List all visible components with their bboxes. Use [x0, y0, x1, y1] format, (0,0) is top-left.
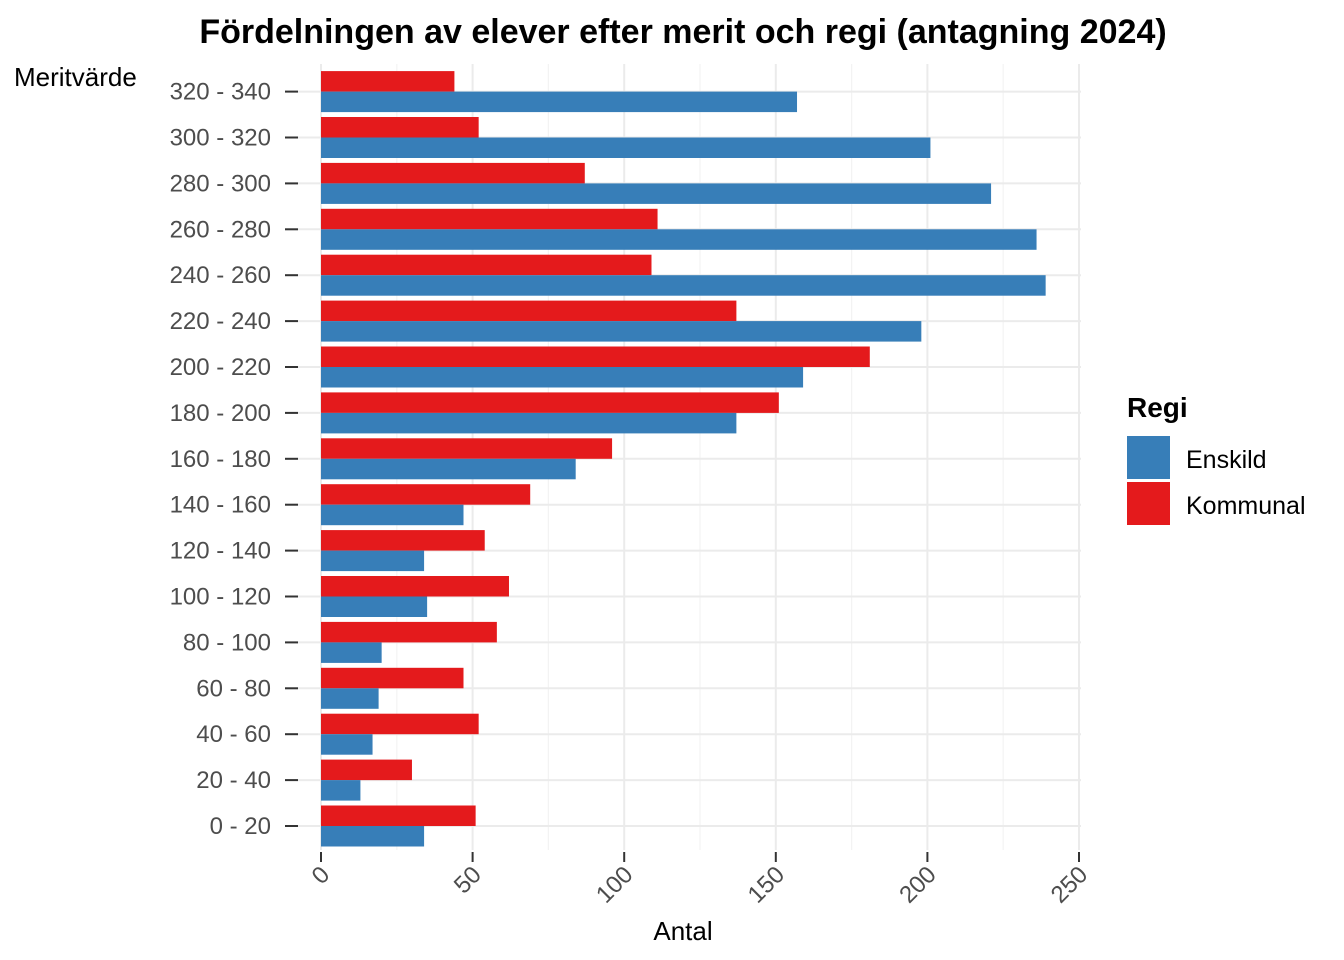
x-axis-title: Antal	[653, 916, 712, 946]
y-tick-label: 240 - 260	[170, 262, 271, 289]
legend-swatch-kommunal	[1127, 482, 1170, 525]
bar-kommunal	[321, 805, 476, 826]
bar-enskild	[321, 504, 464, 526]
legend: Regi Enskild Kommunal	[1127, 392, 1306, 525]
bar-kommunal	[321, 208, 658, 230]
y-tick-label: 140 - 160	[170, 492, 271, 519]
bar-kommunal	[321, 71, 455, 92]
y-axis: 0 - 20 20 - 40 40 - 60 60 - 80 80 - 100 100 -…	[170, 79, 298, 840]
bar-enskild	[321, 183, 992, 204]
bar-enskild	[321, 596, 428, 617]
bar-enskild	[321, 321, 922, 342]
y-tick-label: 0 - 20	[210, 813, 271, 840]
y-tick-label: 260 - 280	[170, 216, 271, 243]
bar-enskild	[321, 412, 737, 434]
y-tick-label: 100 - 120	[170, 584, 271, 611]
x-tick-label: 50	[449, 861, 487, 899]
y-tick-label: 120 - 140	[170, 538, 271, 565]
bar-kommunal	[321, 117, 479, 138]
chart-title: Fördelningen av elever efter merit och r…	[199, 13, 1166, 51]
y-tick-label: 300 - 320	[170, 125, 271, 152]
bars	[321, 71, 1046, 847]
x-axis: 0 50 100 150 200 250	[307, 852, 1093, 909]
bar-kommunal	[321, 392, 779, 413]
y-tick-label: 280 - 300	[170, 170, 271, 197]
bar-kommunal	[321, 530, 485, 551]
legend-title: Regi	[1127, 392, 1188, 423]
y-tick-label: 60 - 80	[196, 675, 271, 702]
bar-enskild	[321, 688, 379, 709]
bar-kommunal	[321, 713, 479, 735]
bar-kommunal	[321, 759, 412, 781]
x-tick-label: 200	[894, 861, 941, 908]
bar-enskild	[321, 826, 425, 847]
y-tick-label: 40 - 60	[196, 721, 271, 748]
y-tick-label: 180 - 200	[170, 400, 271, 427]
x-tick-label: 0	[307, 861, 336, 890]
bar-enskild	[321, 642, 382, 663]
bar-enskild	[321, 734, 373, 755]
bar-kommunal	[321, 346, 870, 367]
y-tick-label: 20 - 40	[196, 767, 271, 794]
bar-enskild	[321, 780, 361, 801]
y-tick-label: 320 - 340	[170, 79, 271, 106]
x-tick-label: 250	[1046, 861, 1093, 908]
bar-kommunal	[321, 254, 652, 276]
legend-label-kommunal: Kommunal	[1186, 492, 1306, 520]
y-tick-label: 200 - 220	[170, 354, 271, 381]
bar-enskild	[321, 137, 931, 158]
bar-kommunal	[321, 484, 531, 505]
legend-label-enskild: Enskild	[1186, 446, 1267, 474]
bar-kommunal	[321, 300, 737, 322]
bar-enskild	[321, 550, 425, 572]
x-tick-label: 150	[743, 861, 790, 908]
x-tick-label: 100	[591, 861, 638, 908]
bar-enskild	[321, 91, 798, 113]
bar-kommunal	[321, 162, 585, 184]
bar-kommunal	[321, 438, 613, 459]
y-tick-label: 160 - 180	[170, 446, 271, 473]
bar-enskild	[321, 275, 1046, 296]
bar-enskild	[321, 229, 1037, 250]
bar-enskild	[321, 367, 804, 388]
bar-kommunal	[321, 667, 464, 689]
y-tick-label: 220 - 240	[170, 308, 271, 335]
y-tick-label: 80 - 100	[183, 629, 271, 656]
bar-enskild	[321, 458, 576, 480]
bar-kommunal	[321, 576, 509, 597]
y-axis-title: Meritvärde	[14, 62, 137, 92]
bar-kommunal	[321, 621, 497, 643]
legend-swatch-enskild	[1127, 436, 1170, 479]
